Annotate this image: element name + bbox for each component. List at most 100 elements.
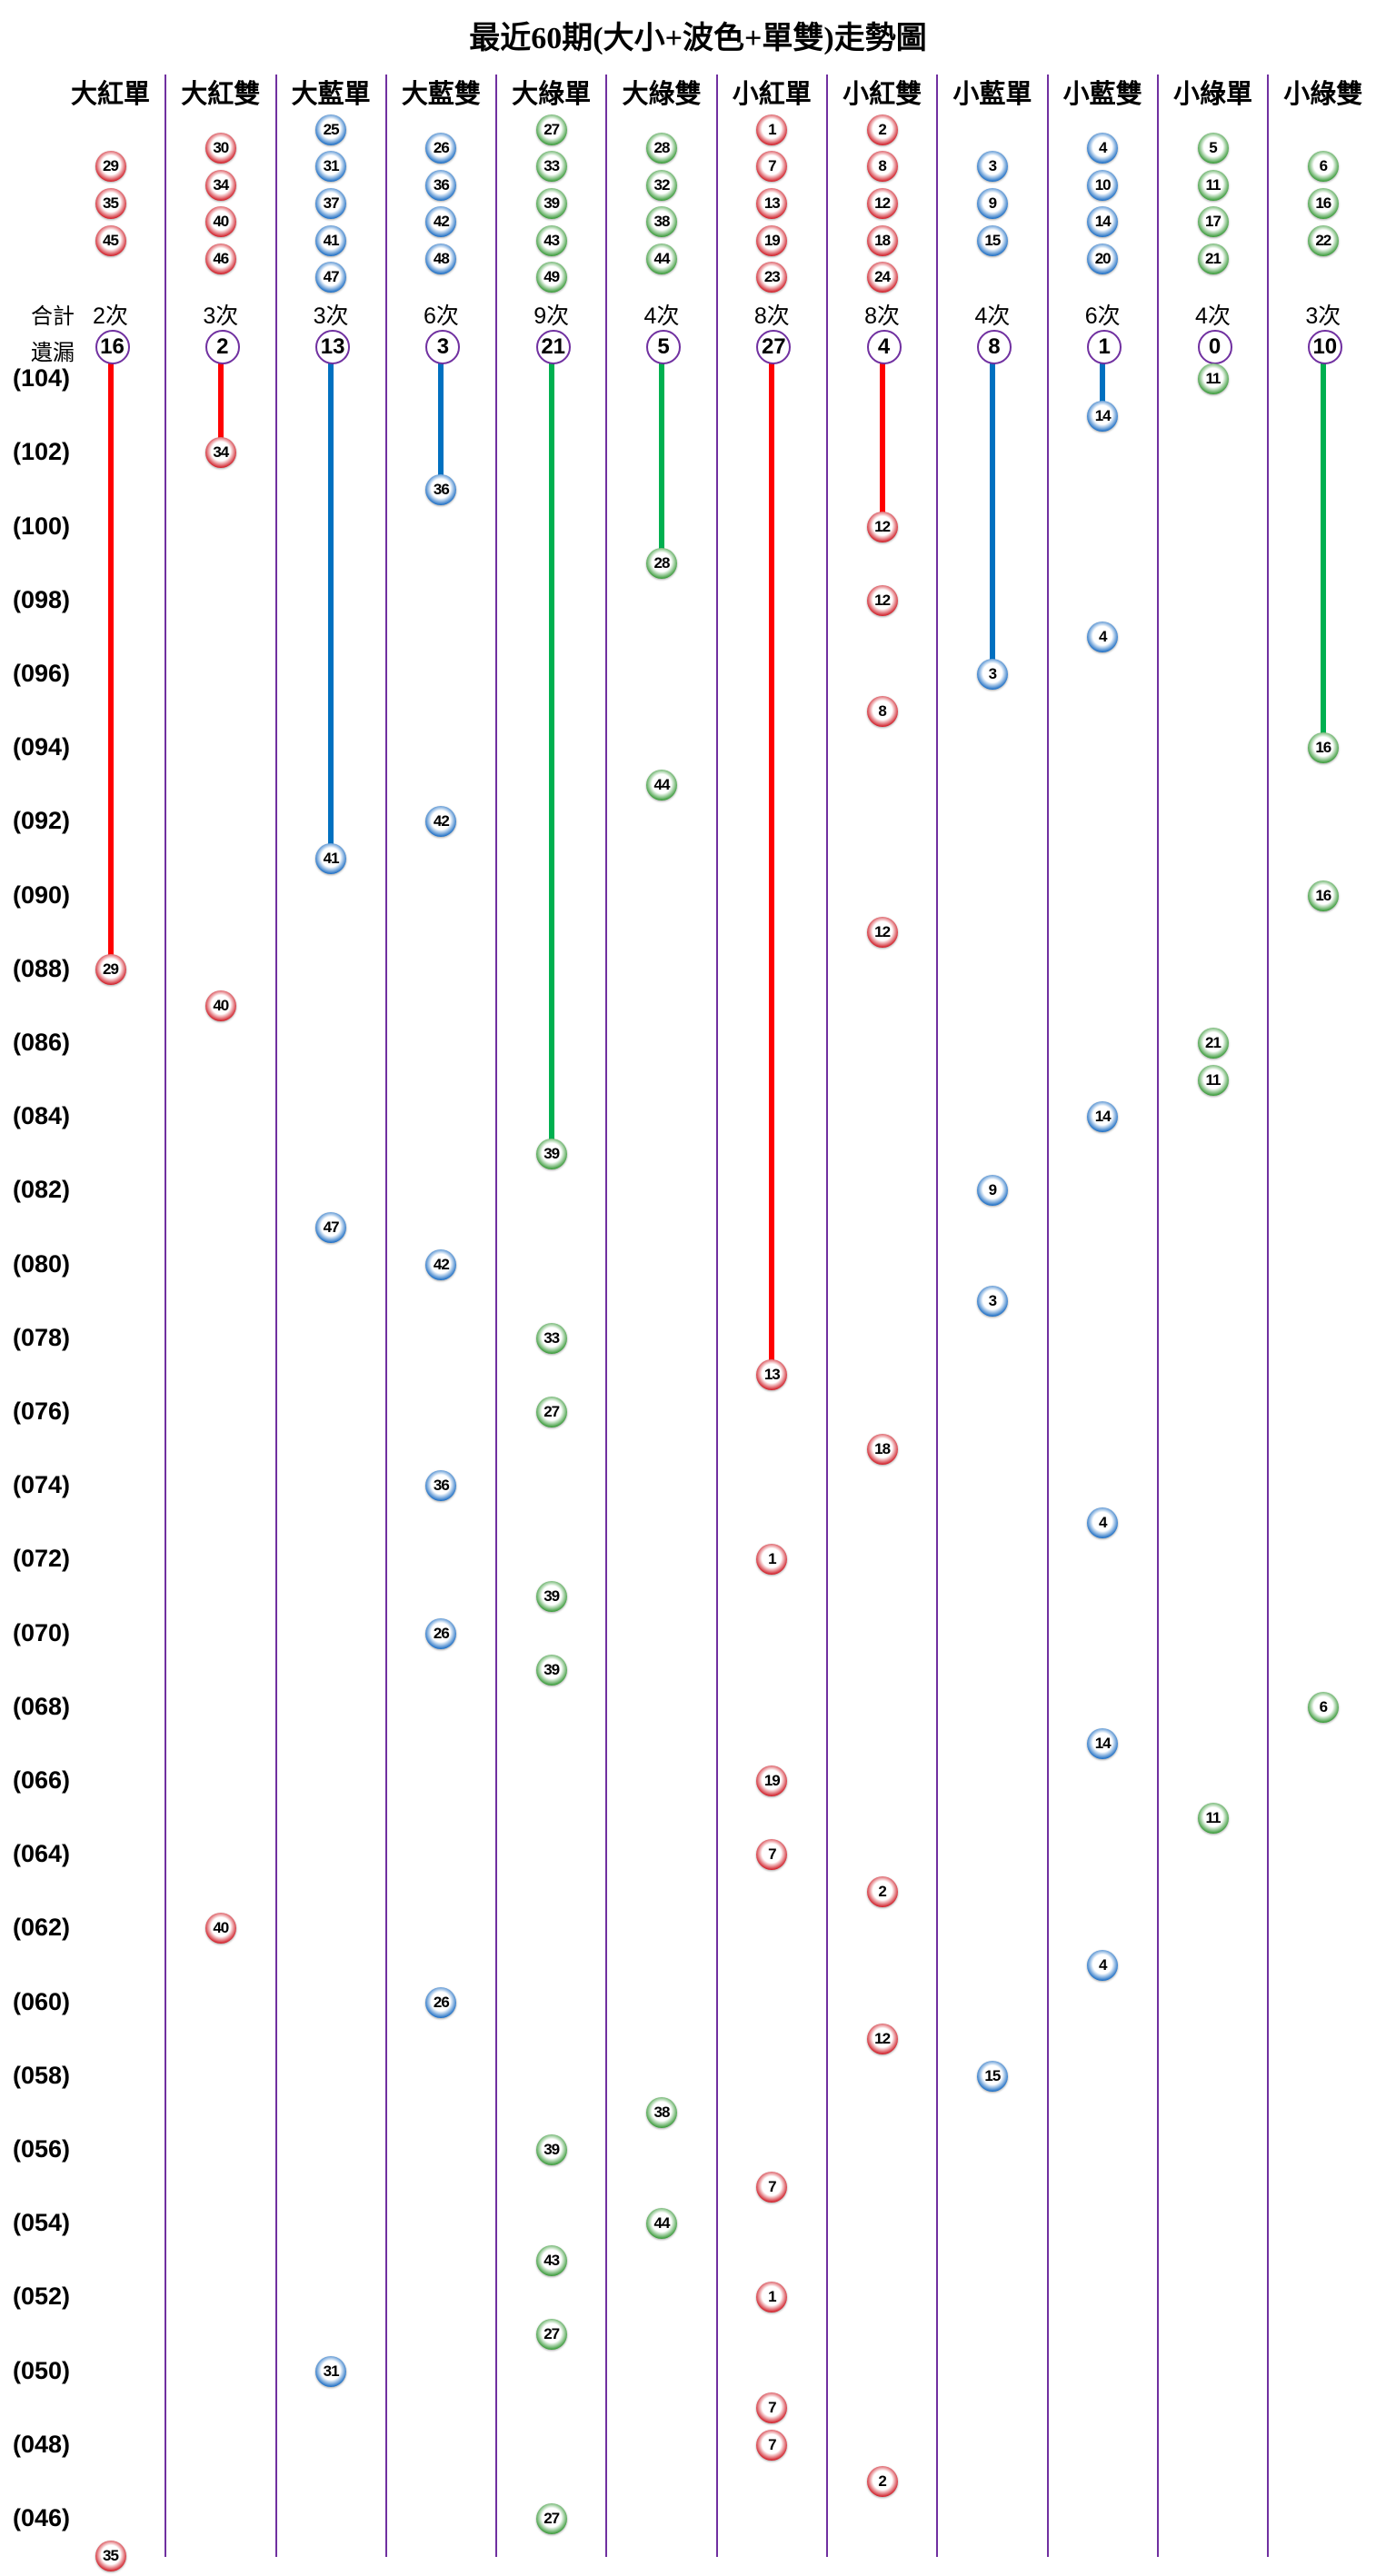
column-divider — [495, 75, 498, 2557]
column-header: 小藍雙 — [1062, 80, 1142, 109]
green-ball: 27 — [535, 114, 567, 145]
green-ball: 27 — [535, 1397, 567, 1427]
missing-streak-line — [1320, 363, 1326, 749]
column-divider — [1267, 75, 1270, 2557]
red-ball: 40 — [204, 1913, 236, 1944]
blue-ball: 26 — [425, 1986, 457, 2018]
period-label: (076) — [13, 1397, 71, 1425]
period-label: (066) — [13, 1766, 71, 1794]
missing-streak-line — [328, 363, 334, 859]
missing-count-circle: 5 — [646, 330, 681, 364]
green-ball: 39 — [535, 188, 567, 219]
blue-ball: 3 — [976, 659, 1008, 690]
period-label: (084) — [13, 1102, 71, 1130]
green-ball: 11 — [1197, 169, 1229, 201]
hit-count: 3次 — [203, 303, 239, 329]
blue-ball: 9 — [976, 188, 1008, 219]
red-ball: 13 — [756, 1359, 788, 1391]
green-ball: 44 — [646, 2208, 677, 2240]
hit-count: 4次 — [643, 303, 680, 329]
blue-ball: 42 — [425, 806, 457, 838]
green-ball: 17 — [1197, 206, 1229, 238]
period-label: (060) — [13, 1987, 71, 2015]
green-ball: 39 — [535, 2134, 567, 2165]
red-ball: 34 — [204, 169, 236, 201]
green-ball: 49 — [535, 262, 567, 293]
period-label: (054) — [13, 2209, 71, 2237]
blue-ball: 42 — [425, 1248, 457, 1280]
blue-ball: 3 — [976, 151, 1008, 183]
hit-count: 4次 — [974, 303, 1011, 329]
green-ball: 16 — [1307, 188, 1339, 219]
green-ball: 44 — [646, 243, 677, 274]
missing-count-circle: 2 — [204, 330, 240, 364]
red-ball: 46 — [204, 243, 236, 274]
red-ball: 12 — [866, 917, 898, 949]
blue-ball: 3 — [976, 1286, 1008, 1318]
blue-ball: 37 — [315, 188, 347, 219]
blue-ball: 14 — [1087, 400, 1119, 432]
period-label: (056) — [13, 2135, 71, 2163]
period-label: (068) — [13, 1692, 71, 1720]
green-ball: 32 — [646, 169, 677, 201]
red-ball: 40 — [204, 206, 236, 238]
column-header: 小藍單 — [952, 80, 1032, 109]
green-ball: 6 — [1307, 151, 1339, 183]
green-ball: 33 — [535, 1322, 567, 1354]
period-label: (094) — [13, 733, 71, 761]
column-divider — [826, 75, 828, 2557]
missing-streak-line — [879, 363, 885, 527]
period-label: (088) — [13, 954, 71, 982]
green-ball: 39 — [535, 1655, 567, 1686]
blue-ball: 14 — [1087, 1101, 1119, 1133]
red-ball: 24 — [866, 262, 898, 293]
red-ball: 29 — [95, 151, 126, 183]
missing-streak-line — [989, 363, 995, 674]
blue-ball: 4 — [1087, 1507, 1119, 1538]
total-label: 合計 — [31, 305, 75, 329]
green-ball: 38 — [646, 206, 677, 238]
missing-count-circle: 3 — [425, 330, 461, 364]
blue-ball: 36 — [425, 474, 457, 505]
hit-count: 4次 — [1195, 303, 1231, 329]
red-ball: 45 — [95, 224, 126, 256]
green-ball: 28 — [646, 133, 677, 164]
period-label: (096) — [13, 660, 71, 687]
hit-count: 6次 — [1084, 303, 1121, 329]
missing-count-circle: 10 — [1307, 330, 1342, 364]
red-ball: 19 — [756, 224, 788, 256]
red-ball: 12 — [866, 511, 898, 542]
red-ball: 1 — [756, 1544, 788, 1576]
red-ball: 7 — [756, 151, 788, 183]
green-ball: 39 — [535, 1581, 567, 1612]
green-ball: 11 — [1197, 363, 1229, 395]
period-label: (092) — [13, 807, 71, 835]
hit-count: 8次 — [753, 303, 790, 329]
blue-ball: 36 — [425, 169, 457, 201]
hit-count: 3次 — [313, 303, 349, 329]
blue-ball: 31 — [315, 2355, 347, 2387]
green-ball: 16 — [1307, 880, 1339, 911]
blue-ball: 31 — [315, 151, 347, 183]
missing-streak-line — [659, 363, 664, 564]
red-ball: 34 — [204, 437, 236, 469]
column-header: 小綠雙 — [1283, 80, 1363, 109]
green-ball: 28 — [646, 548, 677, 580]
blue-ball: 26 — [425, 133, 457, 164]
green-ball: 38 — [646, 2097, 677, 2129]
period-label: (082) — [13, 1176, 71, 1204]
blue-ball: 48 — [425, 243, 457, 274]
red-ball: 7 — [756, 1839, 788, 1871]
hit-count: 3次 — [1305, 303, 1341, 329]
red-ball: 30 — [204, 133, 236, 164]
green-ball: 43 — [535, 224, 567, 256]
red-ball: 13 — [756, 188, 788, 219]
red-ball: 35 — [95, 2540, 126, 2571]
period-label: (086) — [13, 1029, 71, 1056]
red-ball: 1 — [756, 2282, 788, 2313]
missing-label: 遺漏 — [31, 342, 75, 365]
column-header: 大藍單 — [291, 80, 371, 109]
column-divider — [1156, 75, 1159, 2557]
green-ball: 11 — [1197, 1064, 1229, 1096]
period-label: (090) — [13, 880, 71, 909]
